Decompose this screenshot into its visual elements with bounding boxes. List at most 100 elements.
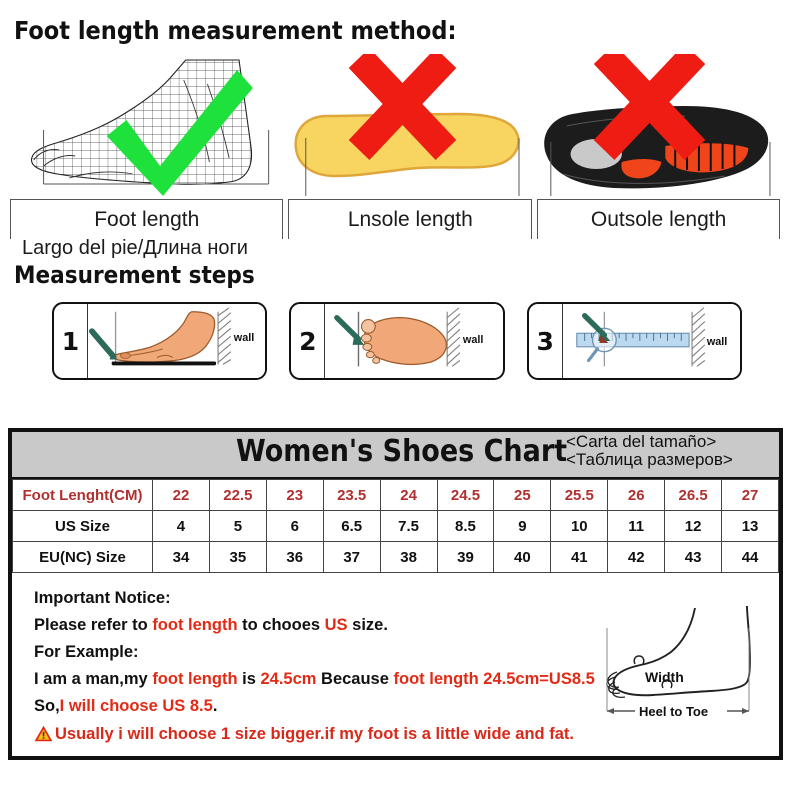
step2-illustration: wall bbox=[325, 304, 503, 378]
important-notice: Important Notice: Please refer to foot l… bbox=[12, 573, 779, 748]
cell-us-9: 12 bbox=[664, 510, 723, 542]
cell-us-5: 8.5 bbox=[436, 510, 495, 542]
cell-us-6: 9 bbox=[493, 510, 552, 542]
pencil-icon bbox=[88, 328, 117, 360]
notice-l2-foot-length: foot length bbox=[152, 616, 238, 635]
notice-line-3: For Example: bbox=[34, 643, 139, 662]
wall-hatch-3 bbox=[691, 307, 705, 367]
cell-eu-3: 37 bbox=[322, 541, 381, 573]
cell-us-8: 11 bbox=[607, 510, 666, 542]
notice-l2-c: to chooes bbox=[237, 616, 325, 635]
row-label-foot-length: Foot Lenght(CM) bbox=[12, 479, 153, 511]
panel-insole-length: Lnsole length bbox=[288, 52, 533, 239]
svg-text:wall: wall bbox=[233, 332, 254, 344]
insole-image bbox=[288, 54, 532, 199]
cell-us-10: 13 bbox=[721, 510, 779, 542]
notice-l4-foot-length: foot length bbox=[152, 670, 238, 689]
cell-eu-0: 34 bbox=[152, 541, 210, 573]
row-label-us-size: US Size bbox=[12, 510, 153, 542]
chart-title-ru: <Таблица размеров> bbox=[566, 449, 733, 469]
notice-l4-cm: 24.5cm bbox=[260, 670, 317, 689]
cell-eu-9: 43 bbox=[664, 541, 723, 573]
cell-cm-3: 23.5 bbox=[322, 479, 381, 511]
notice-line-6: Usually i will choose 1 size bigger.if m… bbox=[34, 723, 779, 748]
cell-cm-0: 22 bbox=[152, 479, 210, 511]
notice-line-1: Important Notice: bbox=[34, 589, 171, 607]
notice-line-4: I am a man,my foot length is 24.5cm Beca… bbox=[34, 668, 779, 690]
measurement-steps-row: 1 bbox=[52, 302, 742, 384]
chart-title-es: <Carta del tamaño> bbox=[566, 432, 717, 451]
heel-to-toe-dimension: Heel to Toe bbox=[606, 627, 750, 719]
cell-cm-8: 26 bbox=[607, 479, 666, 511]
panel-foot-length: Foot length bbox=[10, 52, 284, 239]
cross-mark-icon bbox=[349, 54, 457, 161]
caption-foot-length: Foot length bbox=[94, 207, 200, 231]
notice-l4-c: is bbox=[237, 670, 261, 689]
svg-text:wall: wall bbox=[462, 334, 483, 346]
step-number-3: 3 bbox=[529, 304, 563, 378]
cell-eu-6: 40 bbox=[493, 541, 552, 573]
cell-cm-1: 22.5 bbox=[208, 479, 267, 511]
cell-cm-2: 23 bbox=[265, 479, 324, 511]
notice-l2-a: Please refer to bbox=[34, 616, 153, 635]
step-number-1: 1 bbox=[54, 304, 88, 378]
foot-outline bbox=[612, 605, 751, 696]
cross-mark-icon-2 bbox=[593, 54, 706, 161]
cell-us-7: 10 bbox=[550, 510, 609, 542]
table-row-eu-size: EU(NC) Size 34 35 36 37 38 39 40 41 42 4… bbox=[12, 541, 779, 573]
insole-shape bbox=[294, 112, 521, 178]
cell-eu-7: 41 bbox=[550, 541, 609, 573]
svg-text:wall: wall bbox=[705, 336, 726, 348]
page-title: Foot length measurement method: bbox=[14, 16, 457, 45]
foot-measurement-diagram: Width Heel to Toe bbox=[587, 598, 773, 726]
row-label-eu-size: EU(NC) Size bbox=[12, 541, 153, 573]
notice-l4-equation: foot length 24.5cm=US8.5 bbox=[393, 670, 595, 689]
check-mark-icon bbox=[106, 70, 253, 196]
caption-box-outsole-length: Outsole length bbox=[537, 199, 780, 239]
cell-cm-5: 24.5 bbox=[436, 479, 495, 511]
measurement-steps-title: Measurement steps bbox=[14, 261, 255, 289]
cell-eu-4: 38 bbox=[379, 541, 438, 573]
chart-title-translations: <Carta del tamaño> <Таблица размеров> bbox=[566, 433, 733, 468]
cell-cm-7: 25.5 bbox=[550, 479, 609, 511]
heel-to-toe-label: Heel to Toe bbox=[639, 704, 708, 719]
cell-us-0: 4 bbox=[152, 510, 210, 542]
method-comparison-row: Foot length Lnsole length bbox=[10, 52, 780, 239]
cell-cm-9: 26.5 bbox=[664, 479, 723, 511]
table-row-us-size: US Size 4 5 6 6.5 7.5 8.5 9 10 11 12 13 bbox=[12, 510, 779, 542]
step-box-1: 1 bbox=[52, 302, 268, 380]
notice-l5-a: So, bbox=[34, 697, 60, 716]
mesh-foot-image bbox=[10, 54, 283, 199]
cell-us-4: 7.5 bbox=[379, 510, 438, 542]
step-box-3: 3 bbox=[526, 302, 742, 380]
step3-illustration: wall bbox=[562, 304, 740, 378]
notice-l4-a: I am a man,my bbox=[34, 670, 153, 689]
notice-line-2: Please refer to foot length to chooes US… bbox=[34, 614, 779, 636]
cell-us-3: 6.5 bbox=[322, 510, 381, 542]
step-box-2: 2 bbox=[289, 302, 505, 380]
foot-side-shape bbox=[113, 311, 216, 363]
size-chart-block: Women's Shoes Chart <Carta del tamaño> <… bbox=[8, 428, 783, 760]
panel-outsole-length: Outsole length bbox=[537, 52, 780, 239]
cell-eu-5: 39 bbox=[436, 541, 495, 573]
outsole-image bbox=[537, 54, 780, 199]
wall-hatch-2 bbox=[446, 307, 461, 367]
table-row-foot-length: Foot Lenght(CM) 22 22.5 23 23.5 24 24.5 … bbox=[12, 479, 779, 511]
subtitle-translation: Largo del pie/Длина ноги bbox=[22, 237, 248, 259]
cell-eu-10: 44 bbox=[721, 541, 779, 573]
cell-eu-2: 36 bbox=[265, 541, 324, 573]
cell-eu-8: 42 bbox=[607, 541, 666, 573]
width-label: Width bbox=[645, 669, 684, 685]
step-number-2: 2 bbox=[291, 304, 326, 378]
cell-us-2: 6 bbox=[265, 510, 324, 542]
notice-l5-c: . bbox=[212, 697, 218, 716]
caption-insole-length: Lnsole length bbox=[347, 207, 473, 231]
caption-box-foot-length: Foot length bbox=[10, 199, 284, 239]
cell-cm-6: 25 bbox=[493, 479, 552, 511]
size-table: Foot Lenght(CM) 22 22.5 23 23.5 24 24.5 … bbox=[12, 479, 779, 573]
caption-outsole-length: Outsole length bbox=[590, 207, 727, 231]
warning-triangle-icon bbox=[34, 725, 53, 748]
chart-title: Women's Shoes Chart bbox=[236, 434, 568, 469]
chart-title-bar: Women's Shoes Chart <Carta del tamaño> <… bbox=[12, 432, 779, 479]
